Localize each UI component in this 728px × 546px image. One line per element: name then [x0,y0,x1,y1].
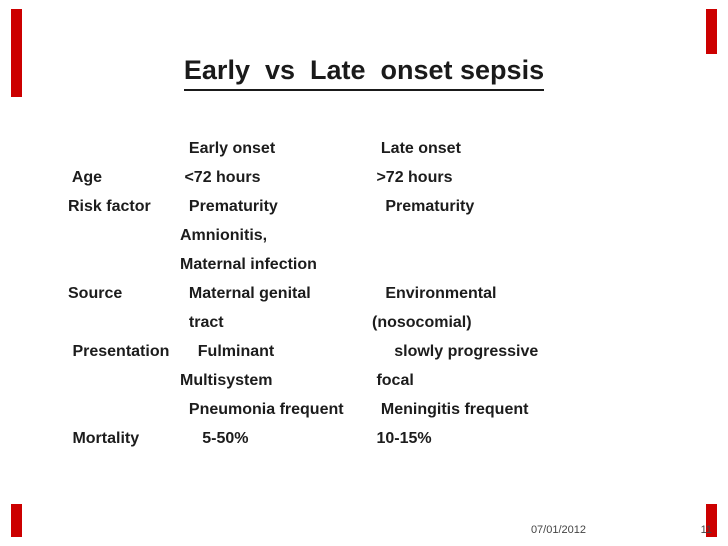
table-row-source: Source Maternal genital Environmental [0,279,728,308]
table-row-presentation: Presentation Fulminant slowly progressiv… [0,337,728,366]
early-onset-cell: Multisystem [180,372,273,389]
late-onset-cell: Prematurity [372,198,475,215]
table-row-risk-factor: Risk factor Prematurity Prematurity [0,192,728,221]
slide-title-text: Early vs Late onset sepsis [183,55,545,91]
late-onset-cell: Meningitis frequent [372,401,529,418]
table-row-source-cont: tract (nosocomial) [0,308,728,337]
late-onset-header: Late onset [372,140,461,157]
table-row-header: Early onset Late onset [0,134,728,163]
late-onset-cell [372,221,728,250]
slide-title: Early vs Late onset sepsis [0,50,728,91]
early-onset-header: Early onset [180,140,276,157]
accent-bar-top-right [706,9,717,54]
accent-bar-bottom-right [706,504,717,537]
early-onset-cell: Amnionitis, [180,227,268,244]
slide-date: 07/01/2012 [530,524,586,536]
row-label: Mortality [68,430,140,447]
late-onset-cell: slowly progressive [372,343,539,360]
early-onset-cell: Pneumonia frequent [180,401,344,418]
table-row-presentation-cont-2: Pneumonia frequent Meningitis frequent [0,395,728,424]
table-row-presentation-cont-1: Multisystem focal [0,366,728,395]
late-onset-cell [372,250,728,279]
early-onset-cell: <72 hours [180,169,261,186]
accent-bar-bottom-left [11,504,22,537]
row-label [68,250,180,279]
early-onset-cell: Maternal genital [180,285,311,302]
late-onset-cell: focal [372,372,414,389]
slide-page-number: 11 [700,524,712,536]
table-row-mortality: Mortality 5-50% 10-15% [0,424,728,453]
late-onset-cell: Environmental [372,285,497,302]
early-onset-cell: Fulminant [180,343,275,360]
early-onset-cell: Prematurity [180,198,278,215]
early-onset-cell: Maternal infection [180,256,317,273]
row-label [68,134,180,163]
late-onset-cell: (nosocomial) [372,314,472,331]
row-label: Age [68,169,103,186]
accent-bar-top-left [11,9,22,97]
row-label: Risk factor [68,198,151,215]
row-label: Presentation [68,343,170,360]
row-label: Source [68,285,123,302]
table-row-age: Age <72 hours >72 hours [0,163,728,192]
table-row-risk-factor-cont-2: Maternal infection [0,250,728,279]
row-label [68,395,180,424]
late-onset-cell: >72 hours [372,169,453,186]
comparison-table: Early onset Late onset Age <72 hours >72… [0,134,728,453]
row-label [68,221,180,250]
row-label [68,366,180,395]
row-label [68,308,180,337]
early-onset-cell: tract [180,314,224,331]
late-onset-cell: 10-15% [372,430,432,447]
table-row-risk-factor-cont-1: Amnionitis, [0,221,728,250]
early-onset-cell: 5-50% [180,430,249,447]
